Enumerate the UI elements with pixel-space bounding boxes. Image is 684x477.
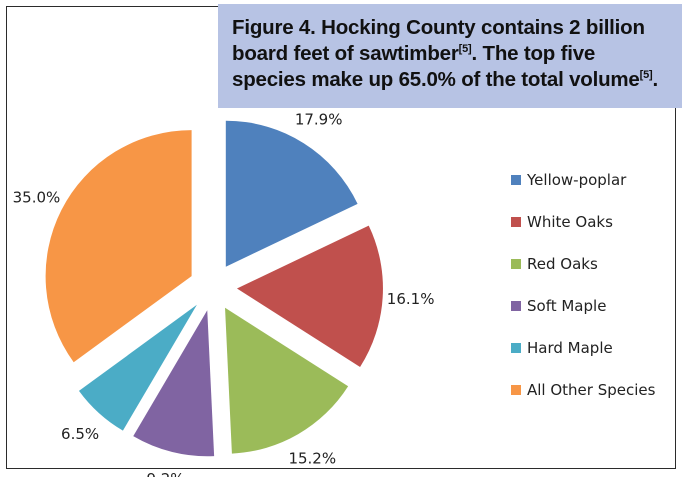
pie-slice-red-oaks xyxy=(225,307,349,454)
pie-label-all-other-species: 35.0% xyxy=(13,188,61,206)
caption-line-3: species make up 65.0% of the total volum… xyxy=(232,68,640,91)
legend-swatch-all-other-species xyxy=(511,385,521,395)
legend-swatch-red-oaks xyxy=(511,259,521,269)
caption-line-3-end: . xyxy=(652,68,659,91)
pie-label-hard-maple: 6.5% xyxy=(61,425,99,443)
figure-caption: Figure 4. Hocking County contains 2 bill… xyxy=(218,4,682,108)
caption-reference: [5] xyxy=(639,69,653,81)
pie-label-soft-maple: 9.2% xyxy=(146,470,184,477)
caption-line-1: Figure 4. Hocking County contains 2 bill… xyxy=(232,16,645,39)
legend-swatch-soft-maple xyxy=(511,301,521,311)
legend-swatch-hard-maple xyxy=(511,343,521,353)
legend-label-all-other-species: All Other Species xyxy=(527,381,656,399)
pie-slice-hard-maple xyxy=(78,304,197,431)
caption-line-2-end: . The top five xyxy=(471,42,596,65)
pie-slice-soft-maple xyxy=(133,310,215,457)
pie-label-red-oaks: 15.2% xyxy=(288,449,336,467)
pie-label-white-oaks: 16.1% xyxy=(387,290,435,308)
caption-line-2: board feet of sawtimber xyxy=(232,42,459,65)
pie-slice-all-other-species xyxy=(45,130,192,363)
pie-label-yellow-poplar: 17.9% xyxy=(295,111,343,129)
legend-label-white-oaks: White Oaks xyxy=(527,213,613,231)
pie-slices xyxy=(45,120,383,457)
caption-reference: [5] xyxy=(458,43,472,55)
legend-label-hard-maple: Hard Maple xyxy=(527,339,613,357)
pie-value-labels: 17.9% 16.1% 15.2% 9.2% 6.5% 35.0% xyxy=(13,111,435,477)
pie-slice-yellow-poplar xyxy=(225,120,358,267)
legend-label-soft-maple: Soft Maple xyxy=(527,297,606,315)
legend-swatch-yellow-poplar xyxy=(511,175,521,185)
pie-slice-white-oaks xyxy=(236,225,383,367)
legend-label-yellow-poplar: Yellow-poplar xyxy=(526,171,627,189)
legend-label-red-oaks: Red Oaks xyxy=(527,255,598,273)
chart-legend: Yellow-poplar White Oaks Red Oaks Soft Mapl… xyxy=(511,171,656,399)
legend-swatch-white-oaks xyxy=(511,217,521,227)
